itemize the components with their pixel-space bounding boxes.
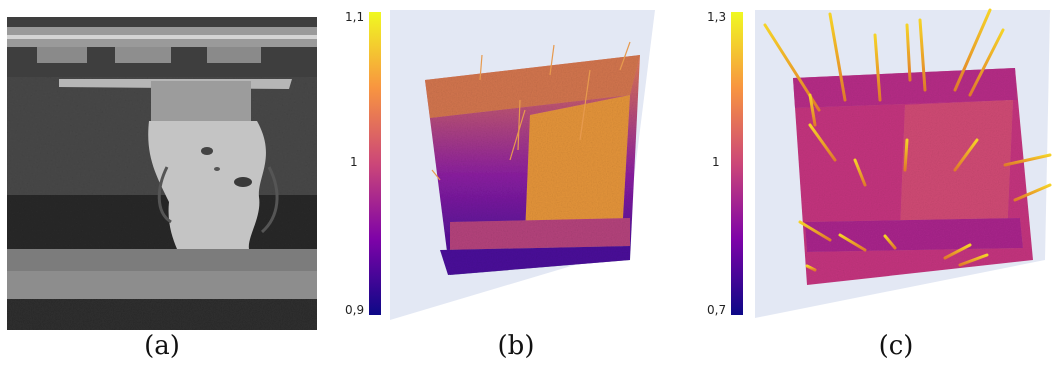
colorbar-panel-b bbox=[369, 12, 381, 315]
colorbar-max-label: 1,3 bbox=[707, 10, 727, 24]
caption-panel-a: (a) bbox=[144, 331, 180, 361]
caption-panel-c: (c) bbox=[878, 331, 914, 361]
colorbar-mid-label: 1 bbox=[712, 155, 720, 169]
micrograph-panel-a bbox=[7, 17, 317, 330]
surface-plot-panel-b bbox=[390, 10, 655, 320]
colorbar-max-label: 1,1 bbox=[345, 10, 365, 24]
caption-panel-b: (b) bbox=[497, 331, 535, 361]
colorbar-mid-label: 1 bbox=[350, 155, 358, 169]
colorbar-min-label: 0,7 bbox=[707, 303, 727, 317]
colorbar-panel-c bbox=[731, 12, 743, 315]
surface-plot-panel-c bbox=[755, 8, 1052, 318]
colorbar-min-label: 0,9 bbox=[345, 303, 365, 317]
